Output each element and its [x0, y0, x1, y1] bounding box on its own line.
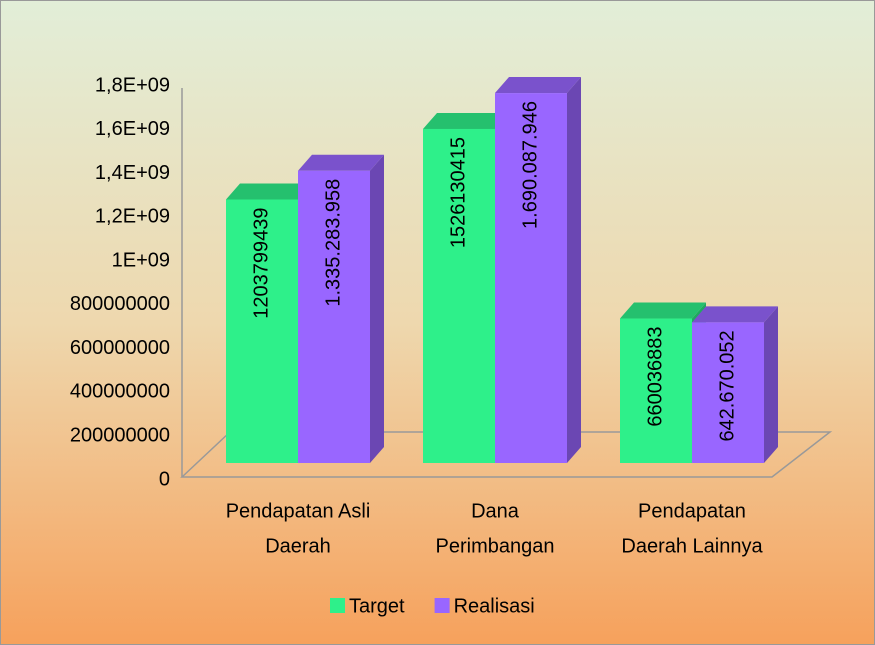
y-tick-label: 1,6E+09 [95, 118, 170, 140]
bar-side [370, 154, 384, 463]
bar-top [620, 302, 706, 319]
bar [298, 170, 370, 463]
legend-label: Target [349, 595, 405, 617]
y-tick-label: 1E+09 [112, 249, 170, 271]
y-tick-label: 0 [159, 468, 170, 490]
value-label: 1526130415 [447, 137, 469, 248]
value-label: 1.690.087.946 [519, 101, 541, 229]
x-tick-label: Pendapatan [638, 500, 746, 522]
x-tick-label: Daerah [265, 535, 331, 557]
bar [423, 128, 495, 463]
y-tick-label: 1,4E+09 [95, 162, 170, 184]
legend-label: Realisasi [454, 595, 535, 617]
bar [692, 322, 764, 463]
x-tick-label: Pendapatan Asli [226, 500, 371, 522]
x-tick-label: Dana [471, 500, 520, 522]
bar-top [423, 112, 509, 129]
value-label: 660036883 [644, 327, 666, 427]
bar-top [692, 306, 778, 323]
y-tick-label: 1,8E+09 [95, 74, 170, 96]
bar [226, 199, 298, 463]
legend-swatch [434, 598, 450, 613]
bar-top [495, 77, 581, 94]
bar-top [226, 183, 312, 200]
value-label: 1.335.283.958 [322, 179, 344, 307]
floor [180, 431, 833, 478]
bar [620, 318, 692, 463]
bar [495, 93, 567, 463]
x-tick-label: Perimbangan [436, 535, 555, 557]
x-tick-label: Daerah Lainnya [621, 535, 763, 557]
value-label: 642.670.052 [716, 330, 738, 441]
y-tick-label: 1,2E+09 [95, 206, 170, 228]
y-tick-label: 600000000 [70, 337, 170, 359]
bar-top [298, 154, 384, 171]
y-tick-label: 800000000 [70, 293, 170, 315]
bar-side [567, 77, 581, 463]
y-tick-label: 200000000 [70, 425, 170, 447]
value-label: 1203799439 [250, 208, 272, 319]
bar-side [764, 306, 778, 463]
legend-swatch [330, 598, 345, 613]
y-tick-label: 400000000 [70, 381, 170, 403]
